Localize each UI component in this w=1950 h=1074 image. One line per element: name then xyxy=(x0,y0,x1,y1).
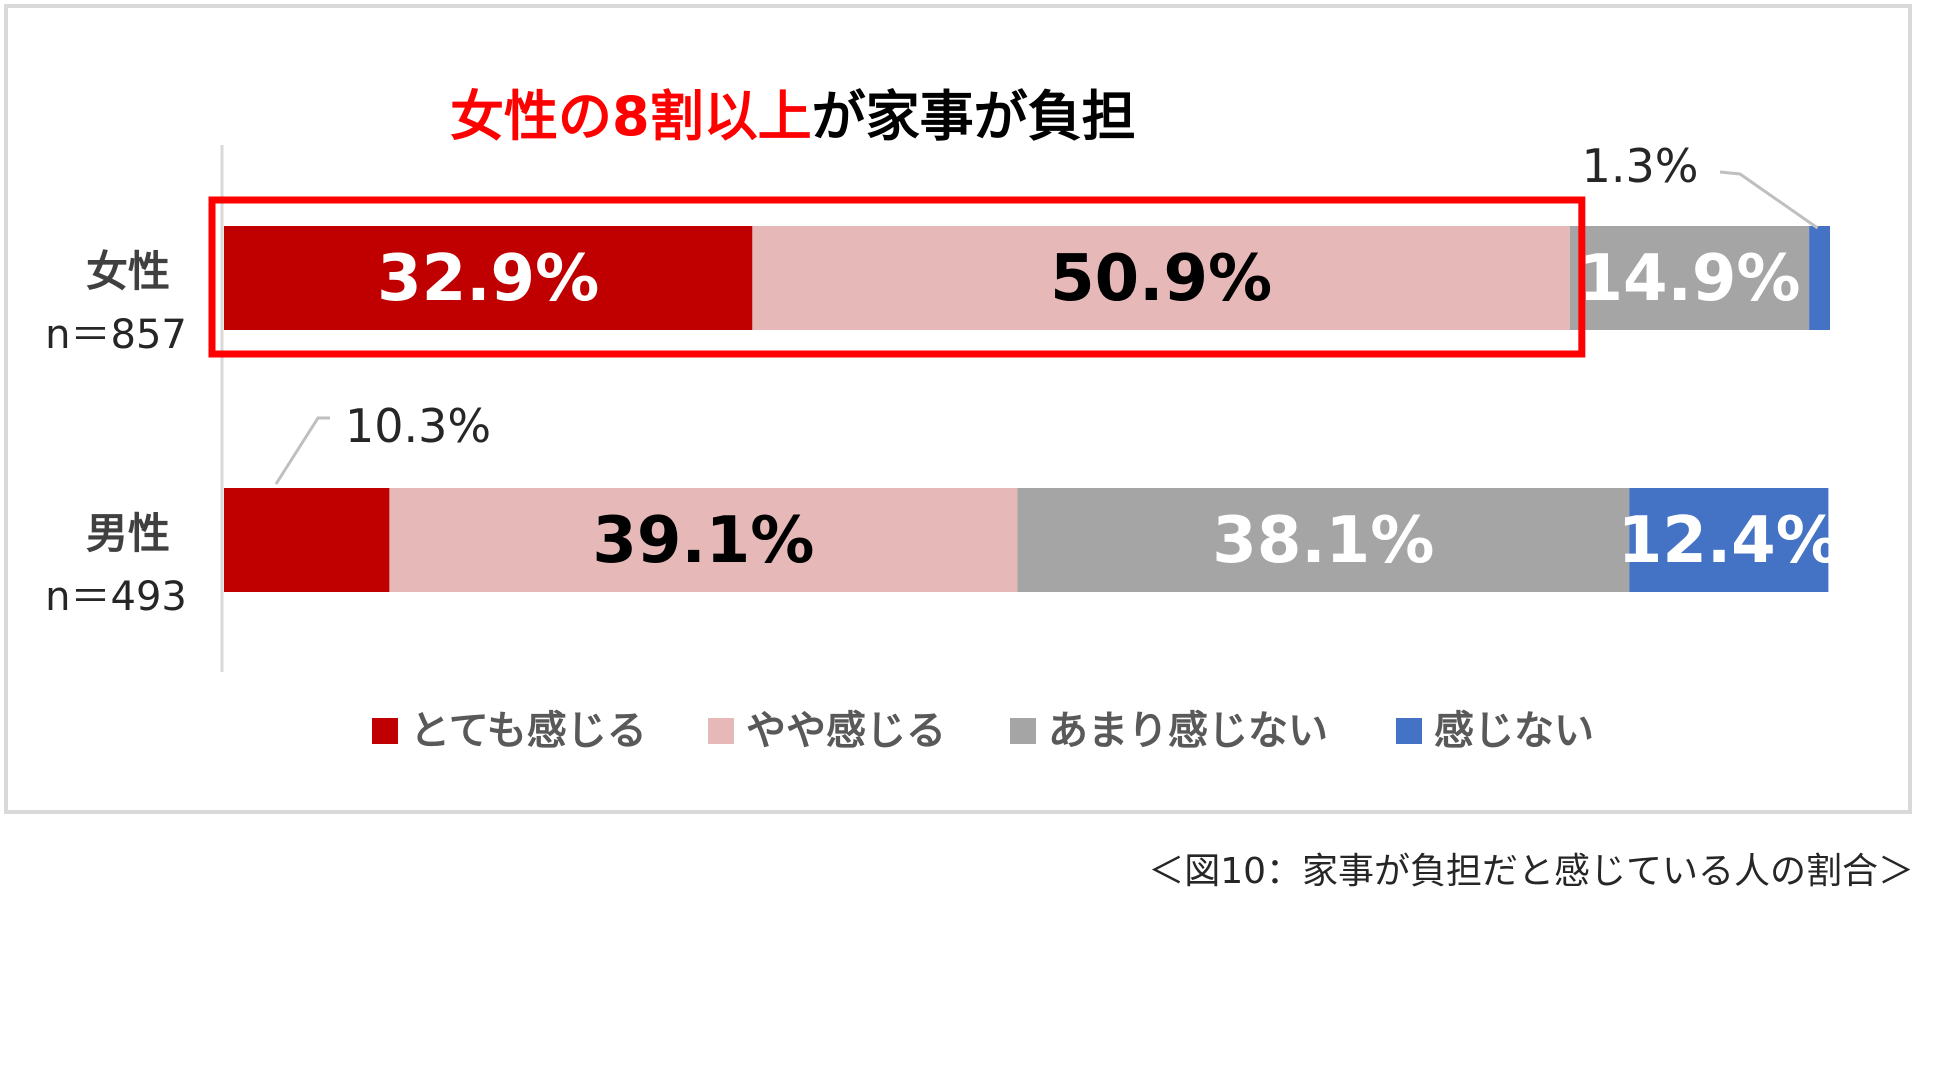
legend-swatch xyxy=(1010,718,1036,744)
labels-layer: 女性 n＝857 男性 n＝493 32.9% 50.9% 14.9% 1.3% 10.3% 39… xyxy=(45,139,1840,620)
category-sample-size: n＝857 xyxy=(45,312,187,358)
legend-swatch xyxy=(708,718,734,744)
highlight-box xyxy=(208,196,1586,358)
bar-segment xyxy=(752,226,1570,330)
data-label: 39.1% xyxy=(592,504,814,578)
chart-title-rest: が家事が負担 xyxy=(812,85,1136,148)
chart-frame xyxy=(4,4,1912,814)
callout-leader-line xyxy=(274,416,330,485)
chart-title: 女性の8割以上が家事が負担 xyxy=(450,85,1136,148)
legend: とても感じる やや感じる あまり感じない 感じない xyxy=(372,708,1594,754)
category-label: 男性 xyxy=(86,509,170,558)
bar-segment xyxy=(1809,226,1830,330)
bars-layer xyxy=(208,196,1830,592)
bar-segment xyxy=(1569,226,1810,330)
bar-segment xyxy=(389,488,1018,592)
legend-swatch xyxy=(372,718,398,744)
data-label: 12.4% xyxy=(1618,504,1840,578)
legend-label: とても感じる xyxy=(410,708,647,754)
data-label: 10.3% xyxy=(345,399,491,453)
bar-segment xyxy=(1017,488,1630,592)
bar-segment xyxy=(1629,488,1829,592)
legend-label: やや感じる xyxy=(746,708,946,754)
figure-caption: ＜図10：家事が負担だと感じている人の割合＞ xyxy=(1148,851,1914,892)
data-label: 14.9% xyxy=(1578,242,1800,316)
data-label: 32.9% xyxy=(377,242,599,316)
data-label: 38.1% xyxy=(1212,504,1434,578)
bar-segment xyxy=(224,488,390,592)
stacked-bar-chart: 女性の8割以上が家事が負担 女性 n＝857 男性 n＝493 32.9% 50.9% 14… xyxy=(45,85,1840,754)
bar-segment xyxy=(224,226,753,330)
legend-label: あまり感じない xyxy=(1048,708,1328,754)
legend-swatch xyxy=(1396,718,1422,744)
chart-title-highlight: 女性の8割以上 xyxy=(450,85,812,148)
callout-leader-line xyxy=(1719,170,1819,230)
data-label: 1.3% xyxy=(1582,139,1699,193)
category-sample-size: n＝493 xyxy=(45,574,187,620)
data-label: 50.9% xyxy=(1050,242,1272,316)
category-label: 女性 xyxy=(86,247,170,296)
legend-label: 感じない xyxy=(1434,708,1594,754)
